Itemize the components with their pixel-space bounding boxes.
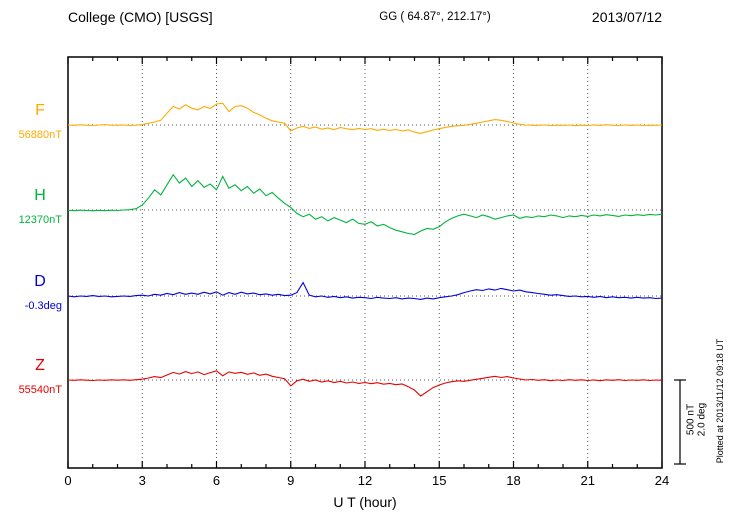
scale-deg-label: 2.0 deg xyxy=(696,402,708,437)
x-tick-label: 15 xyxy=(432,473,447,488)
geographic-coords: GG ( 64.87°, 212.17°) xyxy=(379,11,491,23)
plotted-at-note: Plotted at 2013/11/12 09:18 UT xyxy=(715,338,725,464)
x-tick-label: 9 xyxy=(287,473,295,488)
scale-nt-label: 500 nT xyxy=(685,403,697,436)
x-tick-label: 21 xyxy=(580,473,595,488)
trace-H xyxy=(67,173,663,235)
x-tick-label: 24 xyxy=(654,473,670,488)
station-title: College (CMO) [USGS] xyxy=(68,9,213,25)
channel-letter-H: H xyxy=(34,187,46,204)
channel-letter-F: F xyxy=(35,102,45,119)
plot-date: 2013/07/12 xyxy=(591,9,662,25)
x-tick-label: 6 xyxy=(212,473,221,488)
x-axis-title: U T (hour) xyxy=(333,494,397,510)
trace-Z xyxy=(67,370,663,397)
channel-baseline-value-Z: 55540nT xyxy=(18,384,62,396)
trace-D xyxy=(67,281,663,300)
trace-F xyxy=(67,102,663,134)
x-tick-label: 3 xyxy=(138,473,146,488)
channel-baseline-value-D: -0.3deg xyxy=(24,300,62,312)
channel-letter-D: D xyxy=(34,273,46,290)
x-tick-label: 12 xyxy=(357,473,373,488)
x-tick-label: 0 xyxy=(64,473,72,488)
channel-baseline-value-F: 56880nT xyxy=(18,129,62,141)
x-tick-label: 18 xyxy=(506,473,521,488)
plot-frame xyxy=(67,56,663,469)
channel-letter-Z: Z xyxy=(35,357,45,374)
channel-baseline-value-H: 12370nT xyxy=(18,214,62,226)
